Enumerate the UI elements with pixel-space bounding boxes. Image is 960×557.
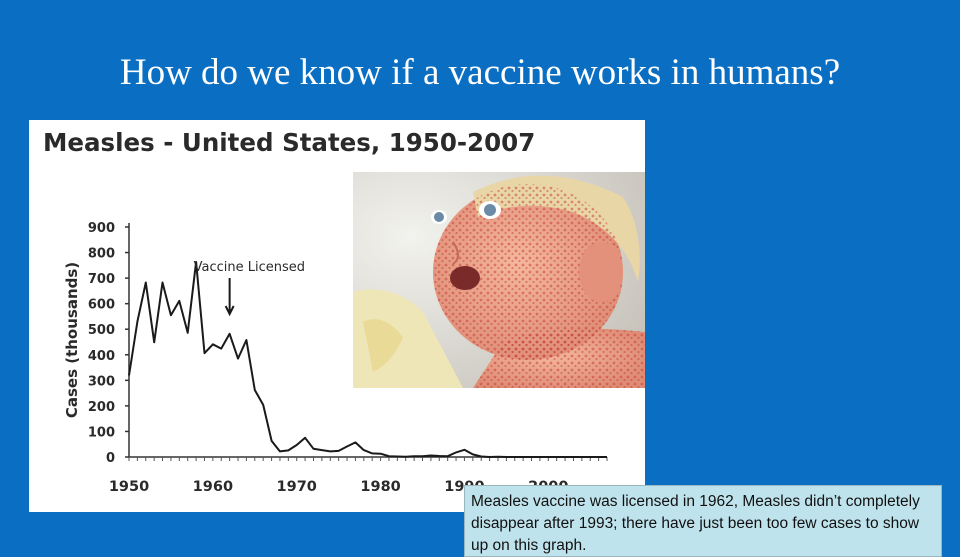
child-with-measles-rash-image: [353, 172, 645, 388]
chart-figure: Measles - United States, 1950-2007 Cases…: [29, 120, 942, 557]
y-tick-label: 100: [88, 425, 115, 440]
measles-chart: Measles - United States, 1950-2007 Cases…: [43, 128, 608, 495]
y-tick-label: 400: [88, 349, 115, 364]
slide-title: How do we know if a vaccine works in hum…: [119, 52, 841, 93]
caption-box: Measles vaccine was licensed in 1962, Me…: [464, 485, 942, 557]
x-tick-label: 1980: [360, 479, 400, 495]
y-axis-label: Cases (thousands): [63, 262, 81, 418]
y-tick-label: 0: [106, 451, 115, 466]
y-tick-label: 800: [88, 247, 115, 262]
series-line: [128, 261, 607, 458]
y-tick-label: 300: [88, 374, 115, 389]
annotation-arrow: [224, 278, 235, 317]
x-tick-label: 1950: [109, 479, 149, 495]
annotation-vaccine-licensed: Vaccine Licensed: [194, 260, 305, 275]
y-tick-label: 500: [88, 323, 115, 338]
y-tick-label: 900: [88, 221, 115, 236]
y-tick-label: 700: [88, 272, 115, 287]
y-tick-label: 600: [88, 298, 115, 313]
child-photo: [353, 172, 645, 388]
chart-title: Measles - United States, 1950-2007: [43, 128, 535, 157]
x-tick-label: 1960: [193, 479, 233, 495]
y-tick-label: 200: [88, 400, 115, 415]
x-tick-label: 1970: [277, 479, 317, 495]
